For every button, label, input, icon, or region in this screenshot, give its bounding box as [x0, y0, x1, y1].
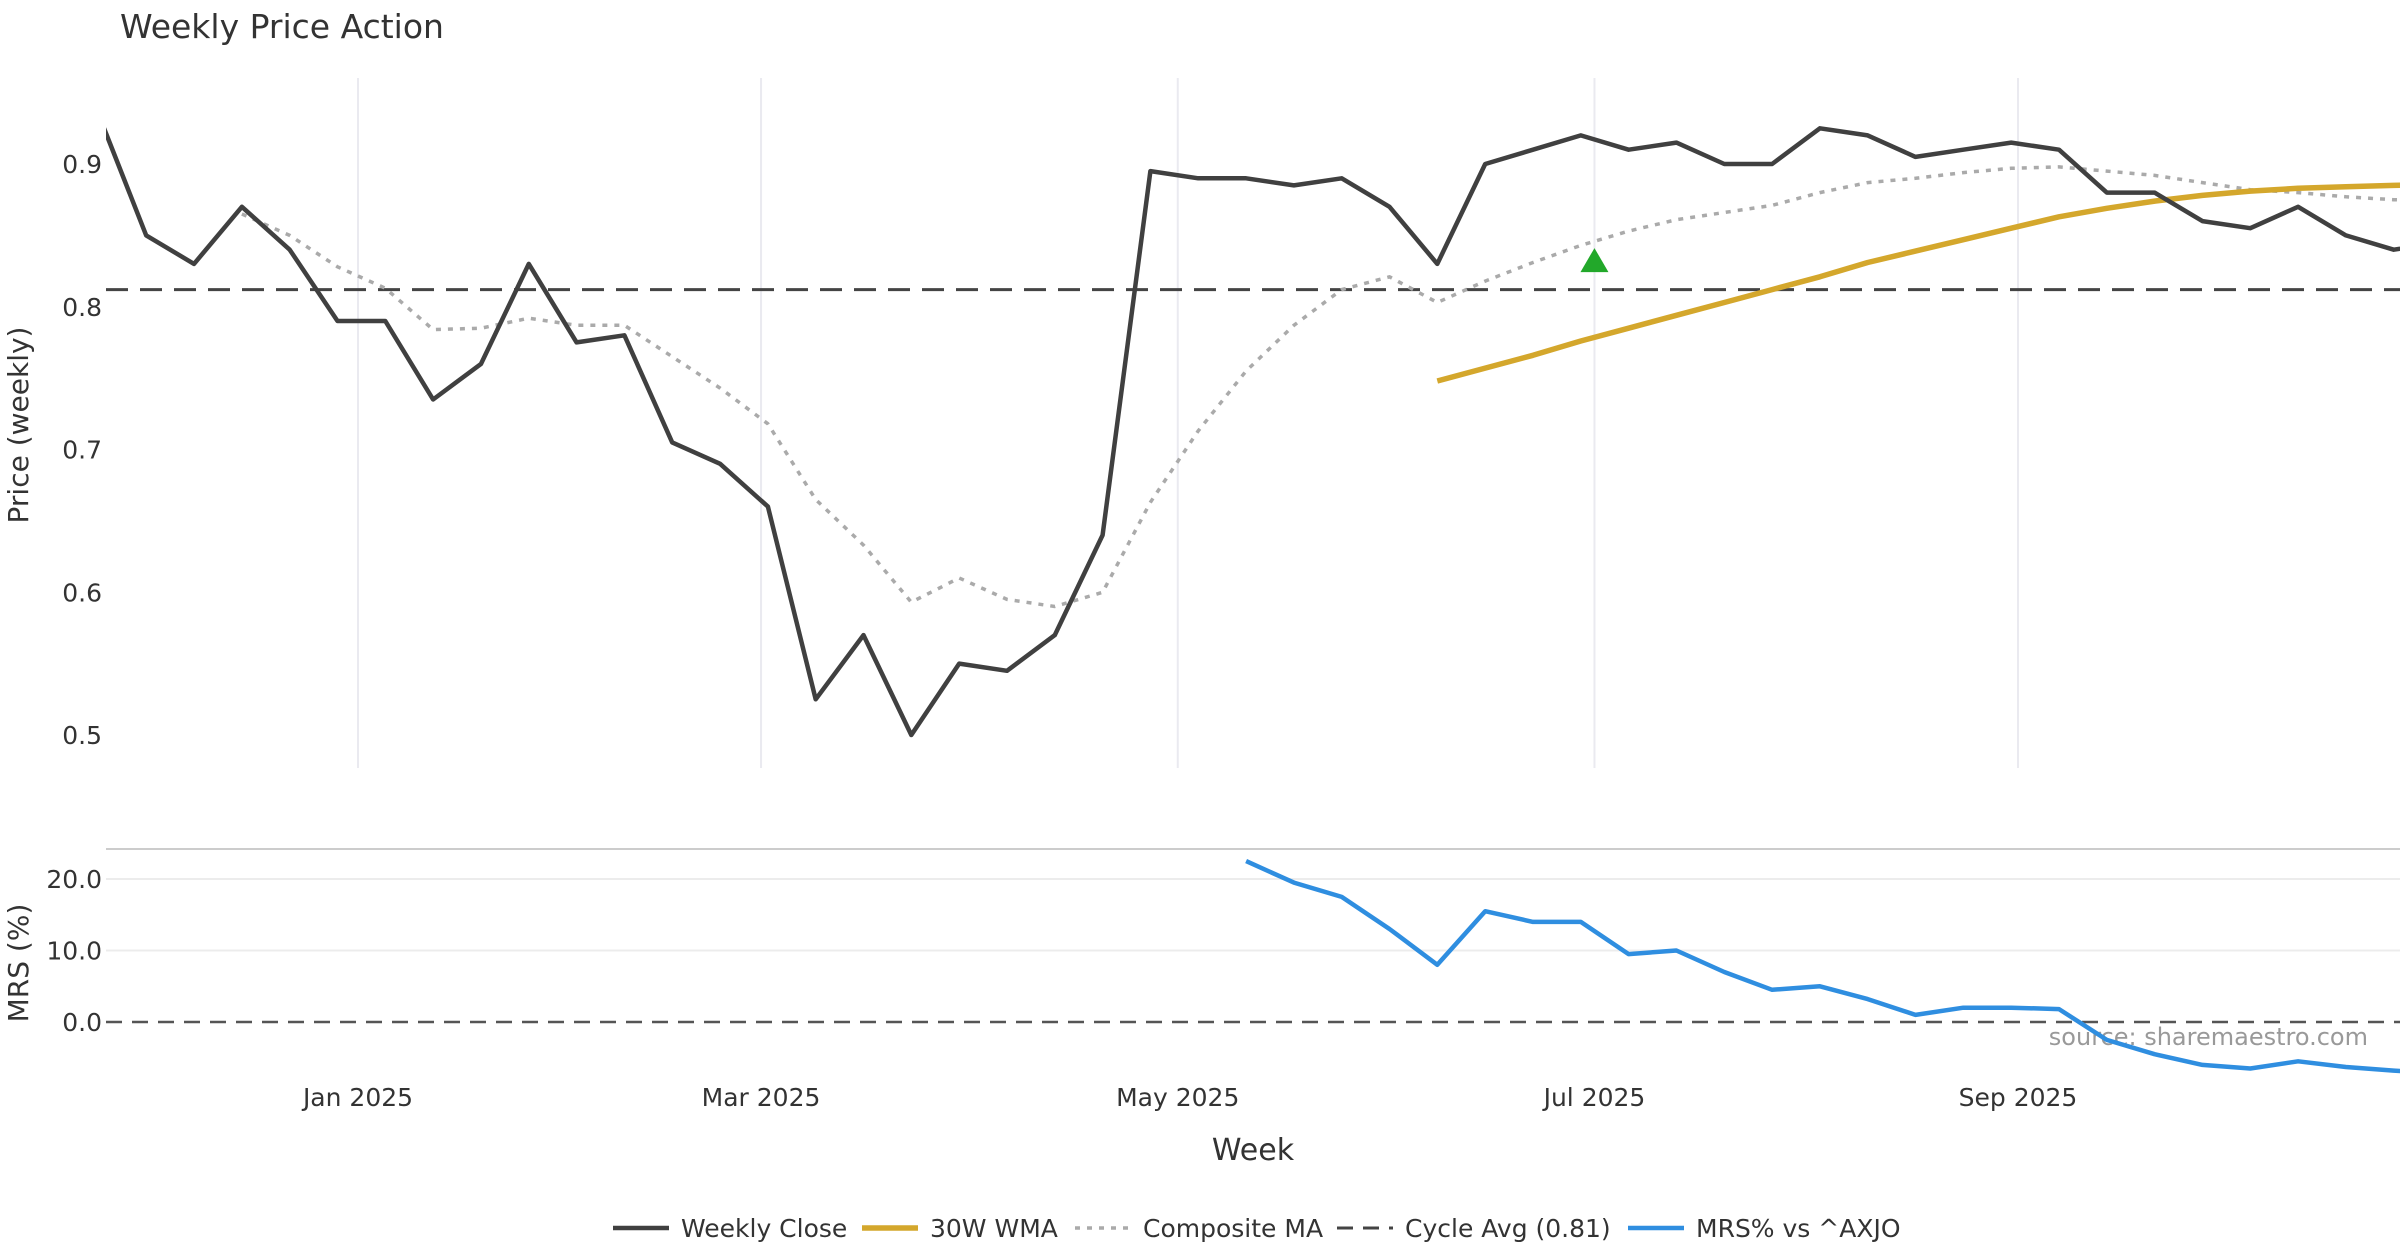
- x-tick-label: May 2025: [1116, 1083, 1239, 1112]
- x-tick-label: Jan 2025: [301, 1083, 413, 1112]
- buy-signal-marker: [1580, 248, 1609, 273]
- composite-ma-line: [241, 165, 2400, 609]
- mrs-y-ticks: 0.0 10.0 20.0: [46, 865, 102, 1037]
- mrs-y-tick-label: 10.0: [46, 937, 102, 966]
- price-y-ticks: 0.5 0.6 0.7 0.8 0.9: [62, 150, 102, 750]
- price-y-axis-label: Price (weekly): [2, 327, 35, 524]
- price-y-tick-label: 0.6: [62, 578, 102, 607]
- legend-entry: Composite MA: [1075, 1214, 1323, 1243]
- price-y-tick-label: 0.5: [62, 721, 102, 750]
- legend-entry: Weekly Close: [613, 1214, 847, 1243]
- legend-label: MRS% vs ^AXJO: [1696, 1214, 1901, 1243]
- legend-entry: Cycle Avg (0.81): [1337, 1214, 1611, 1243]
- legend-entry: 30W WMA: [862, 1214, 1058, 1243]
- mrs-y-axis-label: MRS (%): [2, 904, 35, 1023]
- legend-label: Composite MA: [1143, 1214, 1323, 1243]
- legend-entry: MRS% vs ^AXJO: [1628, 1214, 1901, 1243]
- chart-title: Weekly Price Action: [120, 7, 444, 46]
- wma-30w-line: [1436, 182, 2400, 384]
- weekly-close-line: [106, 126, 2400, 738]
- x-tick-label: Sep 2025: [1959, 1083, 2078, 1112]
- legend-label: Cycle Avg (0.81): [1405, 1214, 1611, 1243]
- price-y-tick-label: 0.8: [62, 293, 102, 322]
- price-y-tick-label: 0.9: [62, 150, 102, 179]
- mrs-line: [1245, 859, 2400, 1074]
- mrs-y-tick-label: 20.0: [46, 865, 102, 894]
- source-note: source: sharemaestro.com: [2049, 1023, 2368, 1051]
- x-tick-label: Mar 2025: [702, 1083, 821, 1112]
- mrs-grid: [106, 878, 2400, 952]
- x-axis-label: Week: [1212, 1133, 1295, 1168]
- price-grid: [357, 78, 2019, 768]
- legend-label: Weekly Close: [681, 1214, 847, 1243]
- x-tick-label: Jul 2025: [1542, 1083, 1646, 1112]
- price-y-tick-label: 0.7: [62, 436, 102, 465]
- legend-label: 30W WMA: [930, 1214, 1058, 1243]
- mrs-y-tick-label: 0.0: [62, 1008, 102, 1037]
- legend: Weekly Close 30W WMA Composite MA Cycle Avg…: [613, 1214, 1901, 1243]
- x-tick-labels: Jan 2025 Mar 2025 May 2025 Jul 2025 Sep 2025: [301, 1083, 2077, 1112]
